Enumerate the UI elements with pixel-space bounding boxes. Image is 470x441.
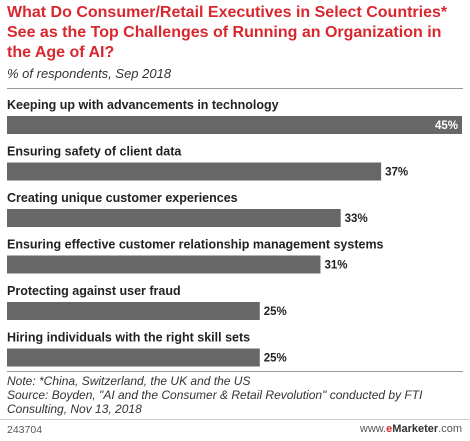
chart-title: What Do Consumer/Retail Executives in Se… xyxy=(7,4,448,61)
category-label: Keeping up with advancements in technolo… xyxy=(7,98,279,112)
value-label: 37% xyxy=(385,167,408,179)
bottom-divider xyxy=(7,371,463,372)
bar xyxy=(7,209,341,227)
bar xyxy=(7,255,321,274)
category-label: Creating unique customer experiences xyxy=(7,191,238,205)
brand-name: Marketer xyxy=(392,423,439,435)
emarketer-logo: www.eMarketer.com xyxy=(360,423,462,435)
bar-chart: Keeping up with advancements in technolo… xyxy=(7,98,462,367)
value-label: 31% xyxy=(324,260,347,272)
bar xyxy=(7,348,260,367)
brand-suffix: .com xyxy=(438,423,462,435)
chart-subtitle: % of respondents, Sep 2018 xyxy=(7,66,172,81)
notes: Note: *China, Switzerland, the UK and th… xyxy=(7,374,463,416)
bar xyxy=(7,162,382,181)
bar xyxy=(7,116,462,134)
category-label: Ensuring safety of client data xyxy=(7,145,182,159)
value-label: 33% xyxy=(345,213,368,225)
note-text: Note: *China, Switzerland, the UK and th… xyxy=(7,374,251,388)
brand-e: e xyxy=(386,423,393,435)
value-label: 45% xyxy=(435,120,458,132)
brand-prefix: www. xyxy=(359,423,387,435)
value-label: 25% xyxy=(264,306,287,318)
footer-divider xyxy=(0,419,470,420)
source-text: Source: Boyden, "AI and the Consumer & R… xyxy=(7,388,423,416)
top-divider xyxy=(7,88,463,89)
bar xyxy=(7,302,260,320)
category-label: Protecting against user fraud xyxy=(7,284,181,298)
category-label: Ensuring effective customer relationship… xyxy=(7,238,384,252)
chart-id: 243704 xyxy=(7,424,43,436)
category-label: Hiring individuals with the right skill … xyxy=(7,331,250,345)
value-label: 25% xyxy=(264,353,287,365)
